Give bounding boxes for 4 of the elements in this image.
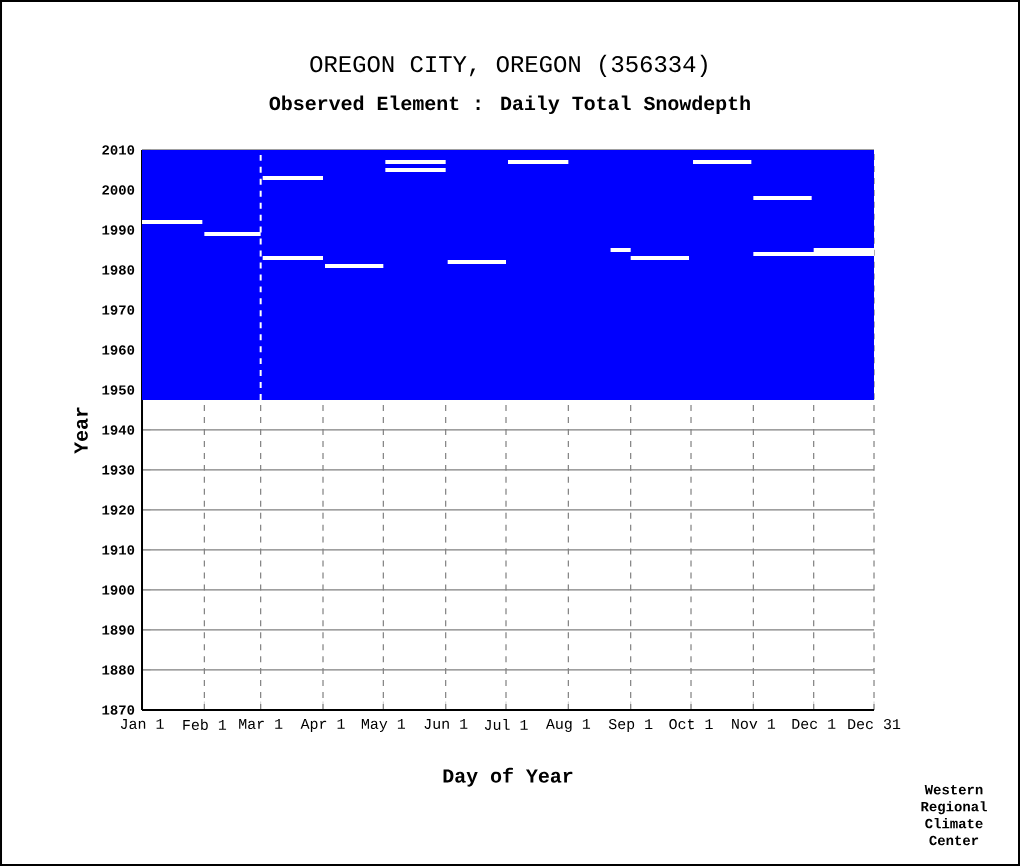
chart-subtitle: Observed Element : Daily Total Snowdepth	[269, 95, 750, 115]
chart-title: OREGON CITY, OREGON (356334)	[310, 54, 707, 77]
y-axis-title: Year	[74, 407, 88, 454]
x-axis-title: Day of Year	[443, 767, 573, 787]
